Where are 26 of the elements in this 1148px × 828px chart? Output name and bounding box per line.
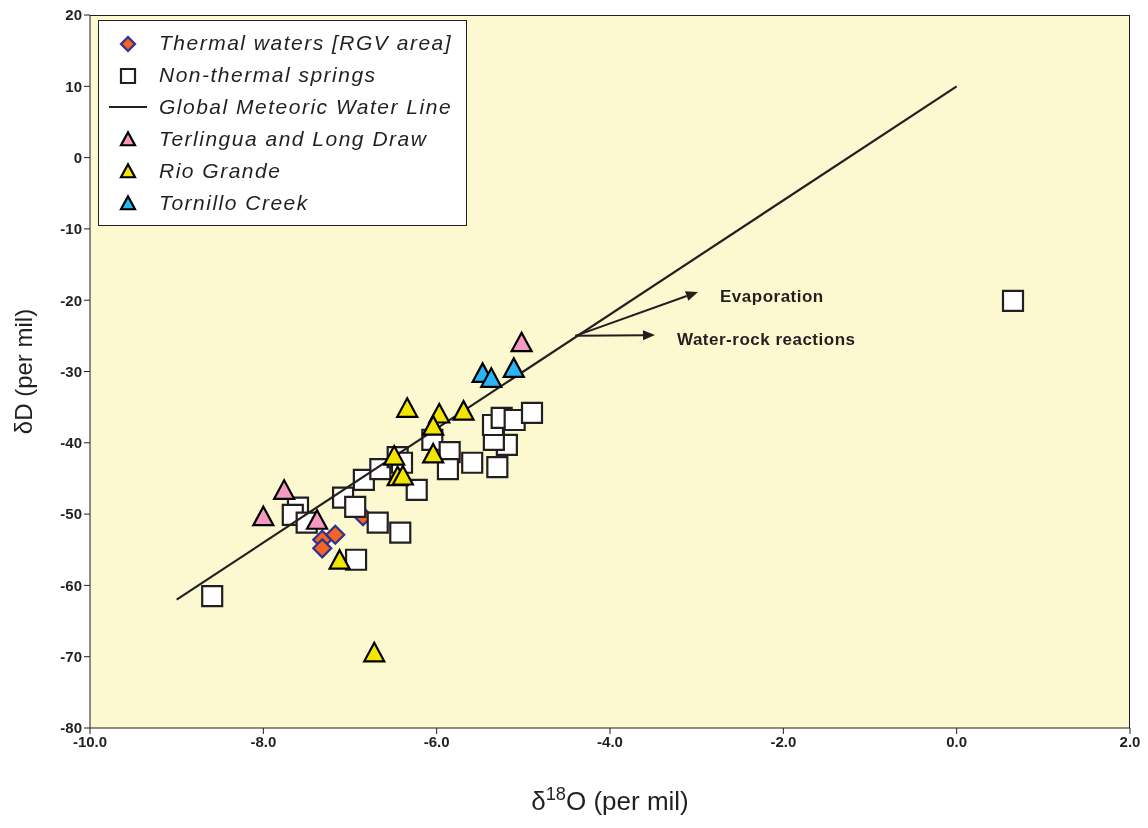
legend-label: Tornillo Creek bbox=[159, 191, 309, 215]
x-tick-label: -4.0 bbox=[597, 732, 623, 750]
y-tick-label: -20 bbox=[60, 291, 82, 309]
y-tick-label: -60 bbox=[60, 576, 82, 594]
x-tick-label: -2.0 bbox=[770, 732, 797, 750]
legend-label: Non-thermal springs bbox=[159, 63, 377, 87]
y-tick-label: 0 bbox=[73, 148, 82, 166]
x-tick-label: 0.0 bbox=[946, 732, 968, 750]
y-tick-label: 10 bbox=[65, 77, 82, 95]
y-tick-label: -30 bbox=[60, 362, 82, 380]
y-tick-label: -10 bbox=[60, 220, 82, 238]
legend-label: Global Meteoric Water Line bbox=[159, 95, 453, 119]
x-tick-label: 2.0 bbox=[1119, 732, 1141, 750]
x-tick-label: -8.0 bbox=[250, 732, 277, 750]
y-tick-label: -40 bbox=[60, 434, 82, 452]
x-axis-title: δ$^{18}$O (per mil) bbox=[531, 784, 689, 816]
x-tick-label: -6.0 bbox=[423, 732, 450, 750]
legend-label: Thermal waters [RGV area] bbox=[159, 31, 453, 55]
legend-label: Terlingua and Long Draw bbox=[159, 127, 428, 151]
annotation: Evaporation bbox=[720, 287, 824, 306]
annotation: Water-rock reactions bbox=[677, 330, 856, 349]
legend-label: Rio Grande bbox=[159, 159, 282, 183]
y-axis-title: δD (per mil) bbox=[10, 308, 37, 435]
y-tick-label: -50 bbox=[60, 505, 82, 523]
y-tick-label: 20 bbox=[65, 6, 82, 24]
y-tick-label: -70 bbox=[60, 648, 82, 666]
